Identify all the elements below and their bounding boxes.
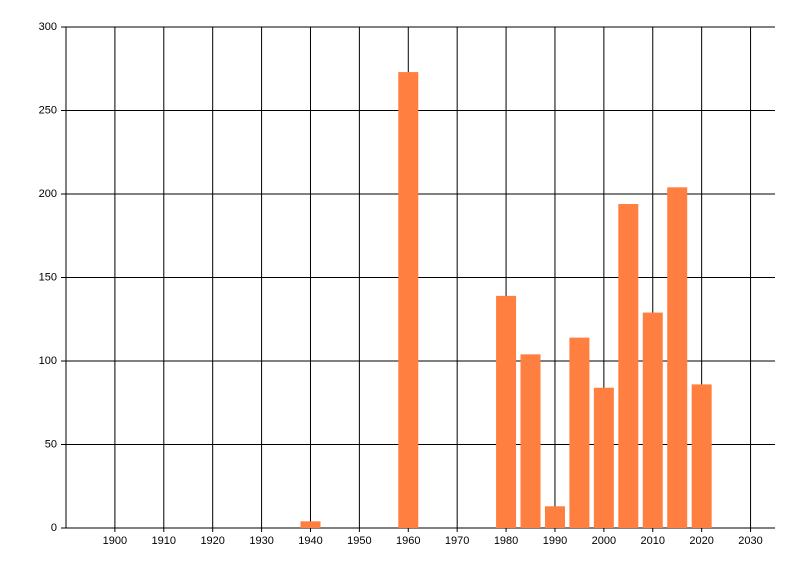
bar — [569, 337, 590, 528]
y-tick-label: 150 — [39, 271, 57, 283]
x-tick-label: 2010 — [641, 535, 665, 547]
bar — [691, 384, 712, 528]
x-tick-label: 1960 — [396, 535, 420, 547]
x-tick-label: 1940 — [298, 535, 322, 547]
x-tick-label: 2020 — [689, 535, 713, 547]
bar — [398, 72, 419, 528]
bar — [642, 312, 663, 528]
bar — [593, 387, 614, 528]
y-tick-label: 300 — [39, 21, 57, 33]
bar — [520, 354, 541, 528]
x-tick-label: 1970 — [445, 535, 469, 547]
y-tick-label: 50 — [45, 438, 57, 450]
x-tick-label: 2030 — [738, 535, 762, 547]
x-tick-label: 1900 — [103, 535, 127, 547]
bar — [544, 506, 565, 528]
bar — [618, 204, 639, 528]
y-tick-label: 0 — [51, 522, 57, 534]
x-tick-label: 1990 — [543, 535, 567, 547]
x-tick-label: 1920 — [200, 535, 224, 547]
bar — [496, 295, 517, 528]
y-tick-label: 200 — [39, 188, 57, 200]
x-tick-label: 1930 — [249, 535, 273, 547]
bar — [300, 521, 321, 528]
bar — [667, 187, 688, 528]
x-tick-label: 1980 — [494, 535, 518, 547]
y-tick-label: 100 — [39, 355, 57, 367]
y-tick-label: 250 — [39, 104, 57, 116]
x-tick-label: 2000 — [592, 535, 616, 547]
x-tick-label: 1950 — [347, 535, 371, 547]
x-tick-label: 1910 — [152, 535, 176, 547]
